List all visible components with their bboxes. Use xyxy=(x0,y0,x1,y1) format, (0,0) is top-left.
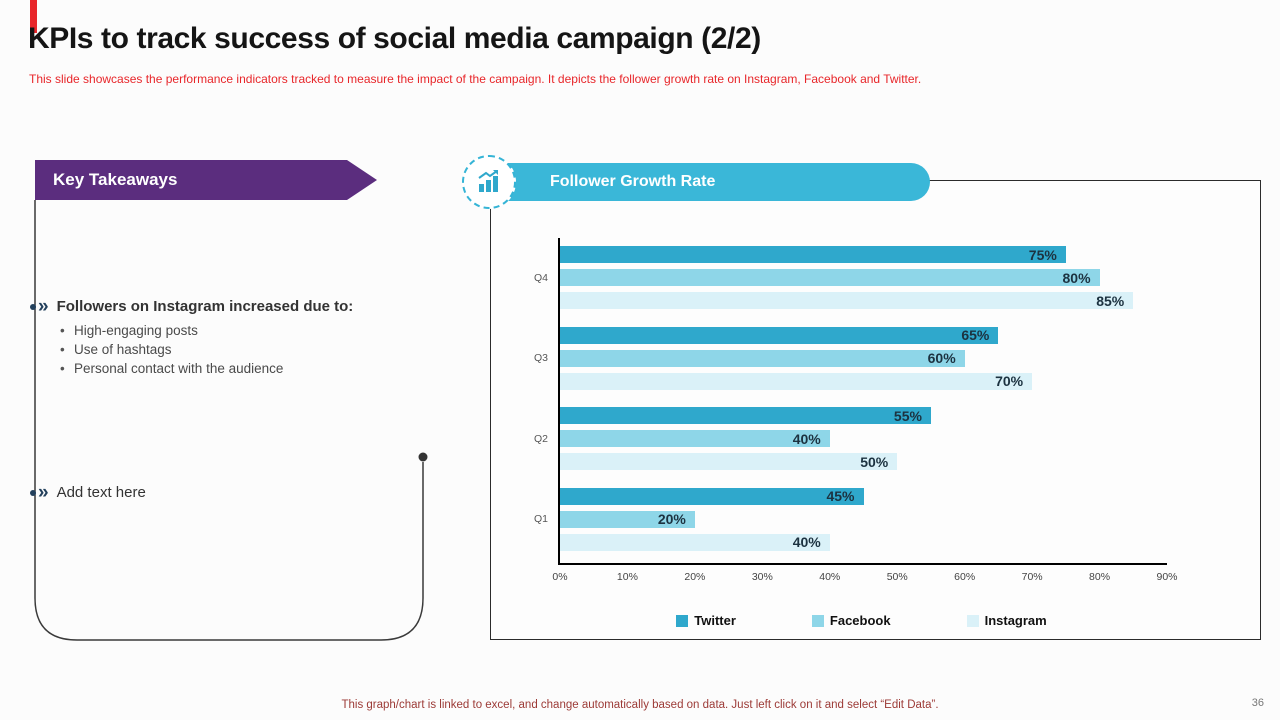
bar-value-label: 40% xyxy=(792,430,821,447)
bar-q3-instagram: 70% xyxy=(560,372,1033,390)
chart-panel[interactable]: Q4 75% 80% 85% Q3 65% 60% 70% Q2 55% 40% 50% Q1 45% 20… xyxy=(490,180,1261,640)
bar-value-label: 55% xyxy=(893,407,922,424)
sub-bullet-list: High-engaging posts Use of hashtags Person… xyxy=(30,323,460,376)
key-takeaways-banner-label: Key Takeaways xyxy=(53,170,178,189)
bar-groups: Q4 75% 80% 85% Q3 65% 60% 70% Q2 55% 40% 50% Q1 45% 20… xyxy=(534,238,1167,563)
x-tick-label: 40% xyxy=(819,571,841,583)
x-tick-label: 0% xyxy=(552,571,568,583)
bullet-label: Add text here xyxy=(56,484,146,501)
x-tick-label: 30% xyxy=(751,571,773,583)
bar-q1-facebook: 20% xyxy=(560,510,695,528)
x-tick-label: 90% xyxy=(1156,571,1178,583)
bar-q4-facebook: 80% xyxy=(560,269,1100,286)
bar-value-label: 20% xyxy=(657,511,686,528)
bullet-label: Followers on Instagram increased due to: xyxy=(56,298,354,315)
bar-value-label: 75% xyxy=(1028,246,1057,263)
bar-value-label: 60% xyxy=(927,350,956,367)
legend-item-facebook: Facebook xyxy=(811,613,891,628)
bar-value-label: 45% xyxy=(826,488,855,505)
bar-chart-plot: Q4 75% 80% 85% Q3 65% 60% 70% Q2 55% 40% 50% Q1 45% 20… xyxy=(534,238,1178,583)
x-tick-label: 80% xyxy=(1089,571,1111,583)
bar-value-label: 50% xyxy=(860,453,889,470)
legend-label: Instagram xyxy=(984,613,1047,628)
bar-group-q3: Q3 65% 60% 70% xyxy=(534,326,1167,390)
bar-q2-instagram: 50% xyxy=(560,453,898,471)
legend-swatch-icon xyxy=(966,614,979,627)
bar-value-label: 85% xyxy=(1096,292,1125,309)
page-title: KPIs to track success of social media ca… xyxy=(28,22,761,55)
x-tick-label: 70% xyxy=(1021,571,1043,583)
sub-bullet: Use of hashtags xyxy=(60,342,460,357)
x-tick-label: 10% xyxy=(616,571,638,583)
chart-header-banner: Follower Growth Rate xyxy=(488,163,930,201)
bracket-dot-icon xyxy=(418,452,428,462)
chevron-bullet-icon: » xyxy=(30,297,49,316)
bar-q2-facebook: 40% xyxy=(560,430,830,448)
legend-label: Twitter xyxy=(694,613,736,628)
bar-q4-twitter: 75% xyxy=(560,246,1066,263)
bar-q4-instagram: 85% xyxy=(560,292,1134,309)
chevron-bullet-icon: » xyxy=(30,483,49,502)
bar-value-label: 40% xyxy=(792,534,821,551)
x-tick-label: 60% xyxy=(954,571,976,583)
page-number: 36 xyxy=(1251,697,1264,709)
sub-bullet: Personal contact with the audience xyxy=(60,361,460,376)
bullet-block-0: » Followers on Instagram increased due to… xyxy=(30,297,460,376)
chart-header-label: Follower Growth Rate xyxy=(550,173,716,190)
bar-q1-instagram: 40% xyxy=(560,533,830,551)
category-label: Q3 xyxy=(533,352,548,365)
footer-note: This graph/chart is linked to excel, and… xyxy=(341,699,939,711)
bullet-head: » Add text here xyxy=(30,483,460,502)
bar-chart-growth-icon xyxy=(462,155,516,209)
legend-item-instagram: Instagram xyxy=(966,613,1047,628)
bar-q1-twitter: 45% xyxy=(560,487,864,505)
subtitle: This slide showcases the performance ind… xyxy=(29,72,922,86)
legend-item-twitter: Twitter xyxy=(676,613,736,628)
category-label: Q4 xyxy=(533,271,548,284)
bullet-head: » Followers on Instagram increased due to… xyxy=(30,297,460,316)
legend-swatch-icon xyxy=(676,614,689,627)
x-tick-label: 50% xyxy=(886,571,908,583)
x-tick-label: 20% xyxy=(684,571,706,583)
bar-q3-twitter: 65% xyxy=(560,326,999,344)
bullet-list: » Followers on Instagram increased due to… xyxy=(30,297,460,502)
category-label: Q2 xyxy=(533,432,548,445)
sub-bullet: High-engaging posts xyxy=(60,323,460,338)
bar-q3-facebook: 60% xyxy=(560,349,965,367)
bar-q2-twitter: 55% xyxy=(560,407,931,425)
bar-group-q1: Q1 45% 20% 40% xyxy=(534,487,1167,551)
bar-value-label: 70% xyxy=(995,373,1024,390)
category-label: Q1 xyxy=(533,513,548,526)
bullet-block-1: » Add text here xyxy=(30,483,460,502)
bar-value-label: 65% xyxy=(961,327,990,344)
legend-swatch-icon xyxy=(811,614,824,627)
bracket-line xyxy=(34,200,428,641)
x-axis-ticks: 0% 10% 20% 30% 40% 50% 60% 70% 80% 90% xyxy=(552,563,1177,585)
key-takeaways-banner: Key Takeaways xyxy=(35,160,377,200)
bar-group-q2: Q2 55% 40% 50% xyxy=(534,407,1167,471)
accent-bar xyxy=(30,0,37,33)
chart-header: Follower Growth Rate xyxy=(462,155,942,209)
legend-label: Facebook xyxy=(829,613,891,628)
chart-legend: Twitter Facebook Instagram xyxy=(558,613,1165,628)
bar-value-label: 80% xyxy=(1062,269,1091,286)
bar-group-q4: Q4 75% 80% 85% xyxy=(534,246,1167,309)
